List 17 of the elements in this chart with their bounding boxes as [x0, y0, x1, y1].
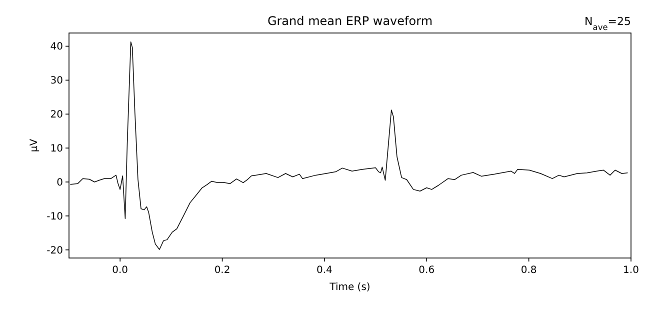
y-tick-label: 0 — [56, 177, 63, 188]
x-tick-label: 0.0 — [112, 265, 128, 276]
text: N$_{ave}$=25 — [584, 15, 631, 32]
x-tick-label: 0.4 — [316, 265, 332, 276]
y-tick-label: 40 — [50, 42, 63, 53]
x-tick-label: 0.2 — [214, 265, 230, 276]
x-axis-title: Time (s) — [328, 282, 370, 293]
x-tick-label: 0.8 — [520, 265, 537, 276]
y-tick-label: -20 — [46, 245, 63, 256]
y-tick-label: 10 — [50, 144, 63, 155]
x-tick-label: 0.6 — [418, 265, 435, 276]
y-tick-label: -10 — [46, 211, 63, 222]
x-tick-label: 1.0 — [623, 265, 639, 276]
y-tick-label: 30 — [50, 76, 63, 87]
y-axis-title: µV — [29, 138, 40, 152]
chart-title: Grand mean ERP waveform — [267, 14, 433, 28]
y-tick-label: 20 — [50, 110, 63, 121]
